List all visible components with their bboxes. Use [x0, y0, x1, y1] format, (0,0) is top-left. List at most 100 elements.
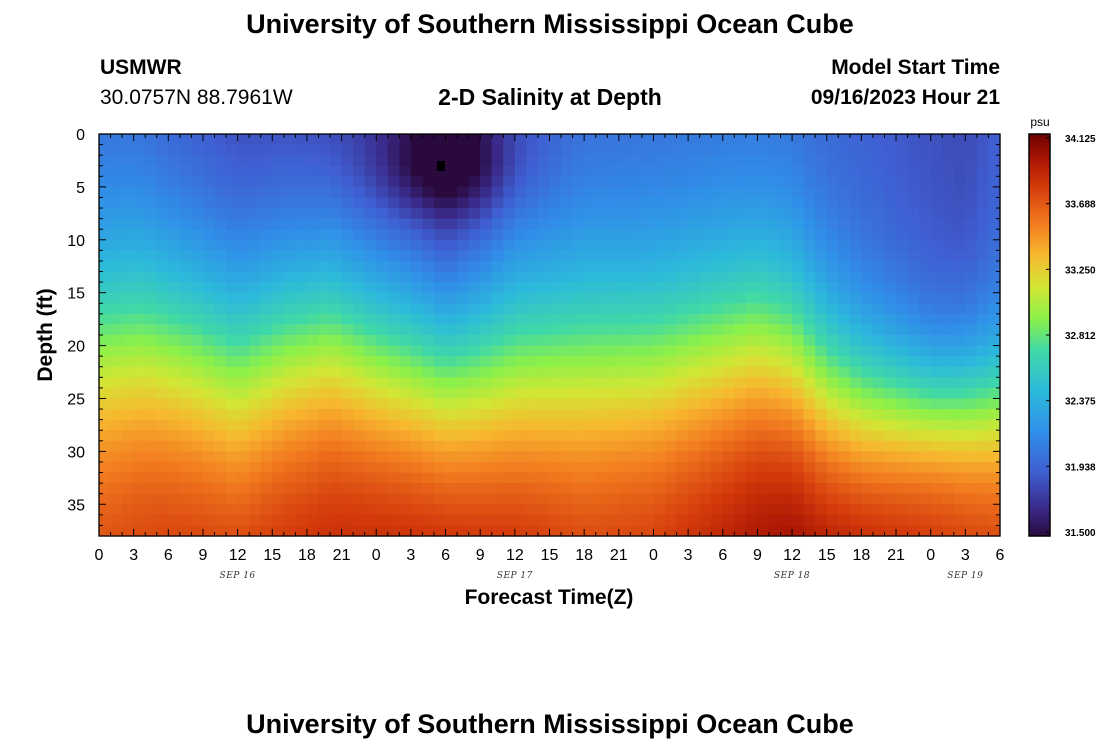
heatmap-cell	[965, 387, 978, 400]
heatmap-cell	[838, 335, 851, 347]
heatmap-cell	[757, 239, 770, 251]
heatmap-cell	[618, 134, 631, 146]
heatmap-cell	[549, 398, 562, 410]
heatmap-cell	[561, 260, 574, 273]
heatmap-cell	[861, 250, 874, 262]
heatmap-cell	[514, 208, 527, 220]
heatmap-cell	[676, 271, 689, 283]
heatmap-cell	[722, 504, 735, 516]
heatmap-cell	[122, 398, 135, 410]
heatmap-cell	[283, 229, 296, 241]
heatmap-cell	[826, 493, 839, 505]
heatmap-cell	[226, 366, 239, 378]
heatmap-cell	[907, 345, 920, 357]
heatmap-cell	[780, 144, 793, 156]
heatmap-cell	[803, 144, 816, 156]
heatmap-cell	[618, 282, 631, 294]
heatmap-cell	[688, 377, 701, 389]
heatmap-cell	[907, 155, 920, 167]
heatmap-cell	[826, 271, 839, 283]
heatmap-cell	[330, 366, 343, 378]
heatmap-cell	[422, 197, 435, 209]
heatmap-cell	[295, 282, 308, 294]
heatmap-cell	[480, 282, 493, 294]
heatmap-cell	[491, 313, 504, 326]
heatmap-cell	[445, 176, 458, 188]
heatmap-cell	[156, 493, 169, 505]
heatmap-cell	[780, 335, 793, 347]
heatmap-cell	[607, 165, 620, 177]
heatmap-cell	[676, 144, 689, 156]
heatmap-cell	[283, 324, 296, 336]
heatmap-cell	[768, 387, 782, 400]
heatmap-cell	[549, 155, 562, 167]
heatmap-cell	[249, 493, 262, 505]
heatmap-cell	[896, 324, 909, 336]
heatmap-cell	[607, 493, 620, 505]
heatmap-cell	[572, 345, 585, 357]
heatmap-cell	[584, 144, 597, 156]
heatmap-cell	[376, 229, 389, 241]
heatmap-cell	[133, 483, 146, 495]
heatmap-cell	[145, 366, 158, 378]
heatmap-cell	[584, 271, 597, 283]
heatmap-cell	[306, 419, 320, 431]
heatmap-cell	[330, 472, 343, 484]
heatmap-cell	[549, 324, 562, 336]
heatmap-cell	[110, 345, 123, 357]
heatmap-cell	[641, 451, 655, 463]
heatmap-cell	[237, 461, 250, 474]
heatmap-cell	[896, 250, 909, 262]
heatmap-cell	[133, 303, 146, 315]
heatmap-cell	[237, 197, 250, 209]
heatmap-cell	[237, 218, 250, 230]
heatmap-cell	[572, 229, 585, 241]
date-label: SEP 16	[220, 571, 256, 581]
heatmap-cell	[722, 356, 735, 368]
heatmap-cell	[780, 440, 793, 452]
heatmap-cell	[145, 430, 158, 442]
heatmap-cell	[353, 335, 366, 347]
heatmap-cell	[410, 461, 424, 474]
heatmap-cell	[283, 504, 296, 516]
heatmap-cell	[133, 409, 146, 421]
heatmap-cell	[930, 176, 943, 188]
heatmap-cell	[699, 419, 712, 431]
heatmap-cell	[145, 229, 158, 241]
heatmap-cell	[641, 493, 655, 505]
heatmap-cell	[179, 250, 193, 262]
heatmap-cell	[630, 144, 643, 156]
heatmap-cell	[226, 525, 239, 537]
heatmap-cell	[953, 292, 966, 304]
heatmap-cell	[99, 165, 112, 177]
heatmap-cell	[202, 461, 216, 474]
heatmap-cell	[965, 176, 978, 188]
heatmap-cell	[260, 461, 273, 474]
heatmap-cell	[826, 292, 839, 304]
heatmap-cell	[965, 324, 978, 336]
heatmap-cell	[942, 292, 955, 304]
heatmap-cell	[595, 472, 608, 484]
colorbar-unit: psu	[1030, 115, 1049, 129]
heatmap-cell	[826, 155, 839, 167]
heatmap-cell	[572, 292, 585, 304]
heatmap-cell	[561, 134, 574, 146]
heatmap-cell	[156, 483, 169, 495]
heatmap-cell	[410, 292, 424, 304]
heatmap-cell	[838, 239, 851, 251]
heatmap-cell	[745, 303, 759, 315]
heatmap-cell	[780, 345, 793, 357]
heatmap-cell	[665, 514, 678, 527]
heatmap-cell	[537, 451, 551, 463]
heatmap-cell	[537, 493, 551, 505]
heatmap-cell	[757, 409, 770, 421]
heatmap-cell	[907, 292, 920, 304]
heatmap-cell	[653, 387, 666, 400]
heatmap-cell	[422, 440, 435, 452]
heatmap-cell	[341, 387, 354, 400]
heatmap-cell	[341, 345, 354, 357]
heatmap-cell	[433, 292, 447, 304]
heatmap-cell	[861, 504, 874, 516]
heatmap-cell	[630, 377, 643, 389]
heatmap-cell	[376, 208, 389, 220]
